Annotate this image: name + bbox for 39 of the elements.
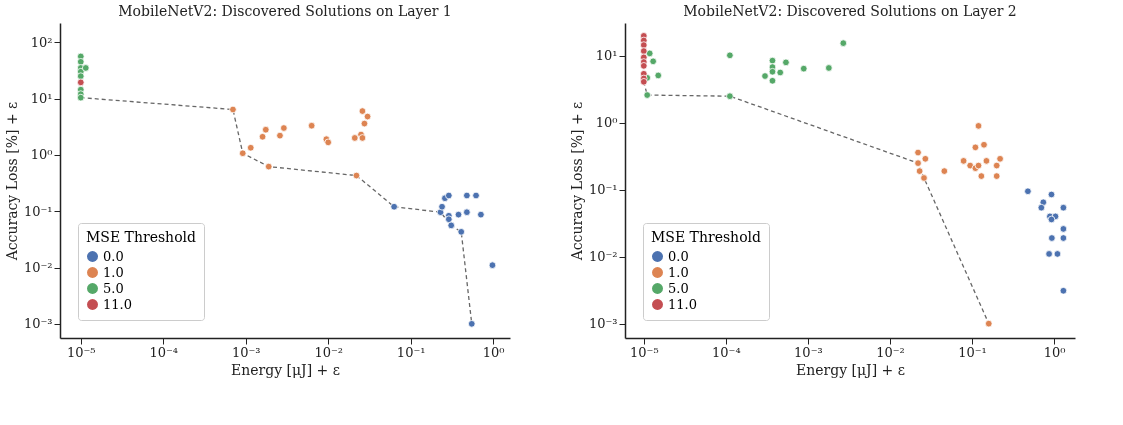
x-tick-label: 10⁻⁴ [712, 344, 741, 360]
y-tick-label: 10⁰ [595, 115, 618, 131]
y-tick-label: 10⁻³ [588, 316, 618, 332]
x-axis-title: Energy [μJ] + ε [795, 361, 906, 378]
x-axis-title: Energy [μJ] + ε [230, 361, 341, 378]
y-tick-label: 10² [30, 34, 53, 50]
y-tick-label: 10⁰ [30, 147, 53, 163]
legend-label: 0.0 [103, 248, 124, 264]
y-tick-label: 10⁻³ [23, 316, 53, 332]
y-axis-title: Accuracy Loss [%] + ε [3, 101, 20, 262]
x-tick-label: 10⁻⁵ [629, 344, 659, 360]
x-tick-label: 10⁻¹ [958, 344, 987, 360]
legend-label: 11.0 [668, 296, 697, 312]
y-tick-label: 10⁻² [23, 260, 53, 276]
x-tick-label: 10⁻¹ [396, 344, 426, 360]
legend-title: MSE Threshold [651, 229, 762, 245]
y-tick-label: 10¹ [595, 48, 618, 64]
legend-label: 1.0 [668, 264, 689, 280]
legend-title: MSE Threshold [86, 229, 197, 245]
legend-label: 1.0 [103, 264, 124, 280]
x-tick-label: 10⁻³ [794, 344, 823, 360]
y-axis-title: Accuracy Loss [%] + ε [568, 101, 585, 262]
chart-title: MobileNetV2: Discovered Solutions on Layer 2 [683, 3, 1017, 19]
chart-title: MobileNetV2: Discovered Solutions on Layer 1 [118, 3, 452, 19]
x-tick-label: 10⁻³ [231, 344, 261, 360]
y-tick-label: 10⁻¹ [588, 182, 618, 198]
x-tick-label: 10⁻⁴ [149, 344, 179, 360]
x-tick-label: 10⁰ [482, 344, 505, 360]
x-tick-label: 10⁻⁵ [66, 344, 96, 360]
y-tick-label: 10⁻² [588, 249, 618, 265]
x-tick-label: 10⁻² [314, 344, 344, 360]
legend-label: 0.0 [668, 248, 689, 264]
legend-label: 5.0 [103, 280, 124, 296]
x-tick-label: 10⁰ [1043, 344, 1066, 360]
legend-label: 11.0 [103, 296, 132, 312]
legend-label: 5.0 [668, 280, 689, 296]
y-tick-label: 10¹ [30, 91, 53, 107]
y-tick-label: 10⁻¹ [23, 203, 53, 219]
x-tick-label: 10⁻² [876, 344, 905, 360]
